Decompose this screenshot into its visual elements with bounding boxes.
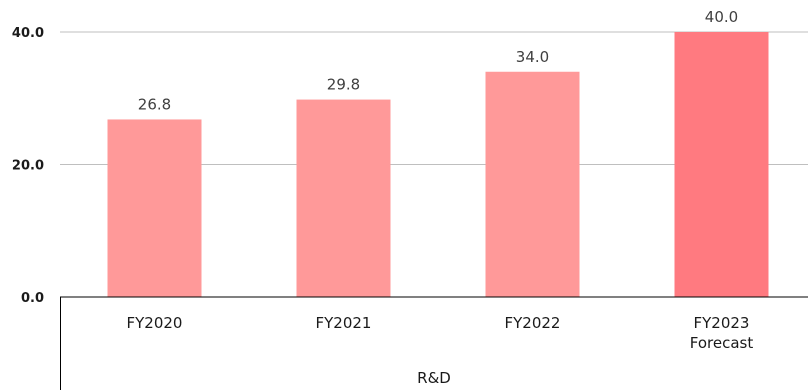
y-tick-label-2: 40.0 [12, 26, 44, 41]
bars [107, 32, 769, 297]
bar-fy2023-forecast [674, 32, 769, 297]
category-label-2: FY2022 [505, 314, 561, 332]
data-label-2: 34.0 [516, 48, 549, 66]
data-label-1: 29.8 [327, 76, 360, 94]
y-tick-labels: 0.0 20.0 40.0 [12, 26, 44, 306]
category-label-0-line-0: FY2020 [127, 314, 183, 332]
category-label-0: FY2020 [127, 314, 183, 332]
category-label-1: FY2021 [316, 314, 372, 332]
category-label-3-line-1: Forecast [690, 334, 754, 352]
y-tick-label-1: 20.0 [12, 159, 44, 174]
category-label-3-line-0: FY2023 [694, 314, 750, 332]
y-tick-label-0: 0.0 [21, 291, 44, 306]
data-label-0: 26.8 [138, 95, 171, 113]
category-label-3: FY2023 Forecast [690, 314, 754, 352]
bar-fy2022 [485, 71, 580, 297]
data-label-3: 40.0 [705, 8, 738, 26]
axes [60, 296, 808, 390]
bar-fy2020 [107, 119, 202, 297]
category-labels: FY2020 FY2021 FY2022 FY2023 Forecast [127, 314, 754, 352]
category-label-1-line-0: FY2021 [316, 314, 372, 332]
bar-fy2021 [296, 99, 391, 297]
category-label-2-line-0: FY2022 [505, 314, 561, 332]
group-label-rd: R&D [417, 369, 451, 387]
data-labels: 26.8 29.8 34.0 40.0 [138, 8, 738, 113]
